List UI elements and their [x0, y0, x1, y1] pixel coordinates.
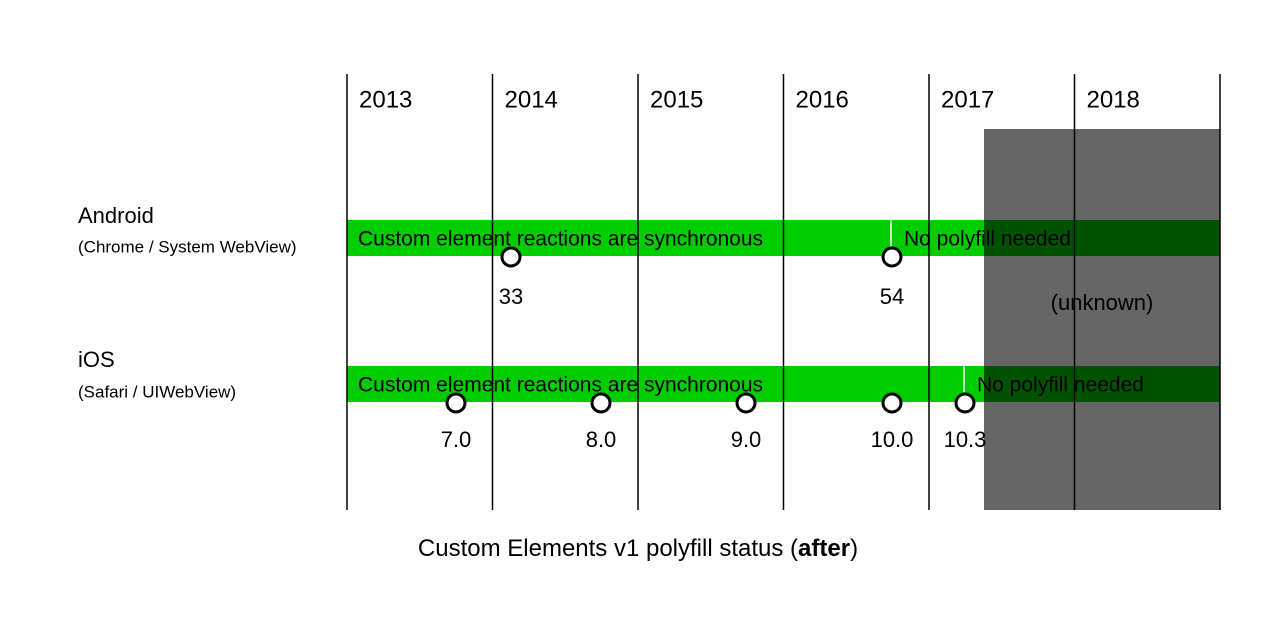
- platform-name: iOS: [78, 347, 115, 372]
- version-marker: [954, 392, 976, 414]
- year-label: 2013: [359, 86, 412, 113]
- version-marker: [590, 392, 612, 414]
- version-label: 8.0: [586, 427, 617, 452]
- unknown-region: [984, 129, 1220, 510]
- year-label: 2014: [505, 86, 558, 113]
- version-label: 9.0: [731, 427, 762, 452]
- year-label: 2016: [796, 86, 849, 113]
- year-label: 2018: [1087, 86, 1140, 113]
- unknown-label: (unknown): [1051, 290, 1154, 315]
- version-marker: [445, 392, 467, 414]
- platform-detail: (Chrome / System WebView): [78, 237, 297, 256]
- version-marker: [500, 246, 522, 268]
- version-label: 10.0: [871, 427, 914, 452]
- version-label: 10.3: [944, 427, 987, 452]
- segment-label: Custom element reactions are synchronous: [358, 228, 763, 251]
- version-label: 33: [499, 284, 523, 309]
- platform-name: Android: [78, 203, 154, 228]
- platform-detail: (Safari / UIWebView): [78, 382, 236, 401]
- year-label: 2015: [650, 86, 703, 113]
- segment-label: Custom element reactions are synchronous: [358, 374, 763, 397]
- version-marker: [881, 246, 903, 268]
- version-label: 7.0: [441, 427, 472, 452]
- caption: Custom Elements v1 polyfill status (afte…: [418, 535, 858, 562]
- year-label: 2017: [941, 86, 994, 113]
- caption-text: ): [850, 535, 858, 562]
- version-marker: [881, 392, 903, 414]
- version-label: 54: [880, 284, 904, 309]
- version-marker: [735, 392, 757, 414]
- caption-text: Custom Elements v1 polyfill status (: [418, 535, 798, 562]
- caption-emphasis: after: [798, 535, 850, 562]
